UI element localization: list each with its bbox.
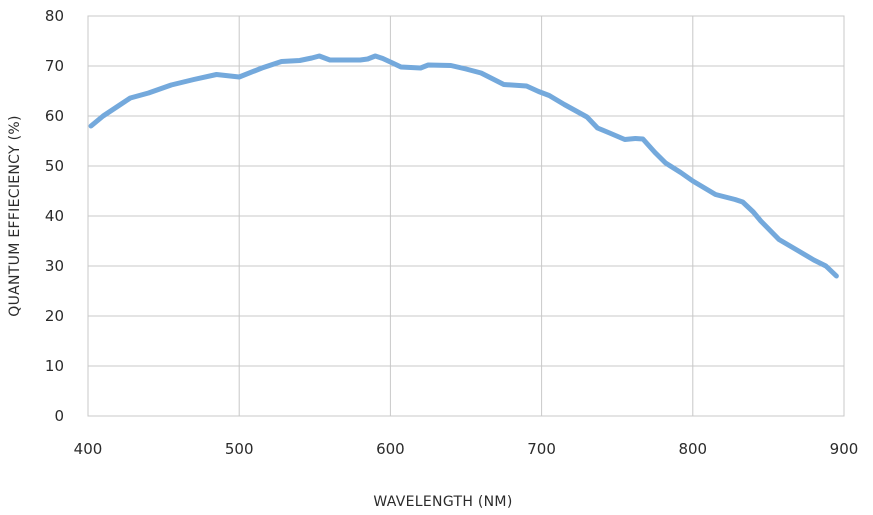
- x-tick-labels: 400 500 600 700 800 900: [74, 440, 859, 458]
- x-tick-label: 800: [678, 440, 707, 458]
- y-tick-label: 80: [45, 7, 64, 25]
- y-tick-label: 30: [45, 257, 64, 275]
- y-tick-label: 60: [45, 107, 64, 125]
- y-tick-label: 0: [54, 407, 64, 425]
- y-tick-label: 70: [45, 57, 64, 75]
- x-tick-label: 600: [376, 440, 405, 458]
- y-tick-label: 20: [45, 307, 64, 325]
- y-tick-label: 40: [45, 207, 64, 225]
- x-tick-label: 700: [527, 440, 556, 458]
- y-tick-labels: 0 10 20 30 40 50 60 70 80: [45, 7, 64, 425]
- x-tick-label: 500: [225, 440, 254, 458]
- x-tick-label: 900: [830, 440, 859, 458]
- x-tick-label: 400: [74, 440, 103, 458]
- y-axis-label: QUANTUM EFFIECIENCY (%): [7, 115, 23, 316]
- x-axis-label: WAVELENGTH (NM): [373, 494, 512, 510]
- y-tick-label: 50: [45, 157, 64, 175]
- y-tick-label: 10: [45, 357, 64, 375]
